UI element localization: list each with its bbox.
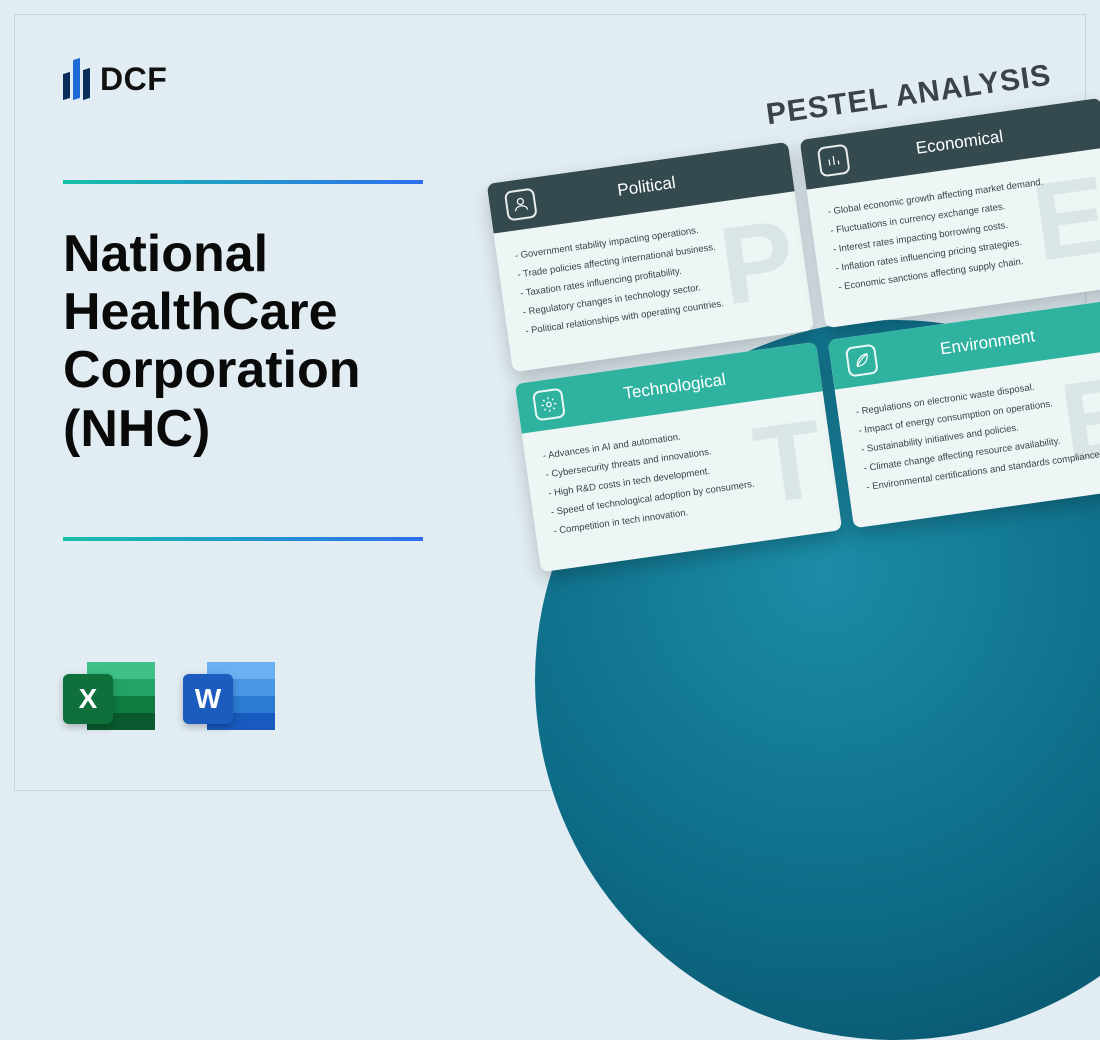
excel-icon: X (63, 656, 155, 744)
pestel-card-political: PoliticalPGovernment stability impacting… (487, 142, 814, 372)
divider-bottom (63, 537, 423, 541)
card-item-list: Advances in AI and automation.Cybersecur… (542, 413, 823, 537)
page-title: National HealthCare Corporation (NHC) (63, 225, 483, 458)
word-letter: W (183, 674, 233, 724)
card-item-list: Government stability impacting operation… (514, 213, 795, 337)
bars-icon (817, 144, 851, 178)
gear-icon (532, 388, 566, 422)
card-item-list: Regulations on electronic waste disposal… (855, 369, 1100, 493)
logo-bars-icon (63, 59, 90, 99)
card-item-list: Global economic growth affecting market … (827, 169, 1100, 293)
logo-text: DCF (100, 61, 167, 98)
word-icon: W (183, 656, 275, 744)
pestel-panel: PESTEL ANALYSIS PoliticalPGovernment sta… (480, 52, 1100, 572)
user-icon (504, 188, 538, 222)
file-icons-row: X W (63, 656, 275, 744)
divider-top (63, 180, 423, 184)
leaf-icon (845, 344, 879, 378)
excel-letter: X (63, 674, 113, 724)
slide-canvas: DCF National HealthCare Corporation (NHC… (14, 14, 1086, 791)
pestel-card-environment: EnvironmentERegulations on electronic wa… (828, 298, 1100, 528)
pestel-grid: PoliticalPGovernment stability impacting… (487, 98, 1100, 572)
dcf-logo: DCF (63, 59, 167, 99)
pestel-card-economical: EconomicalEGlobal economic growth affect… (800, 98, 1100, 328)
